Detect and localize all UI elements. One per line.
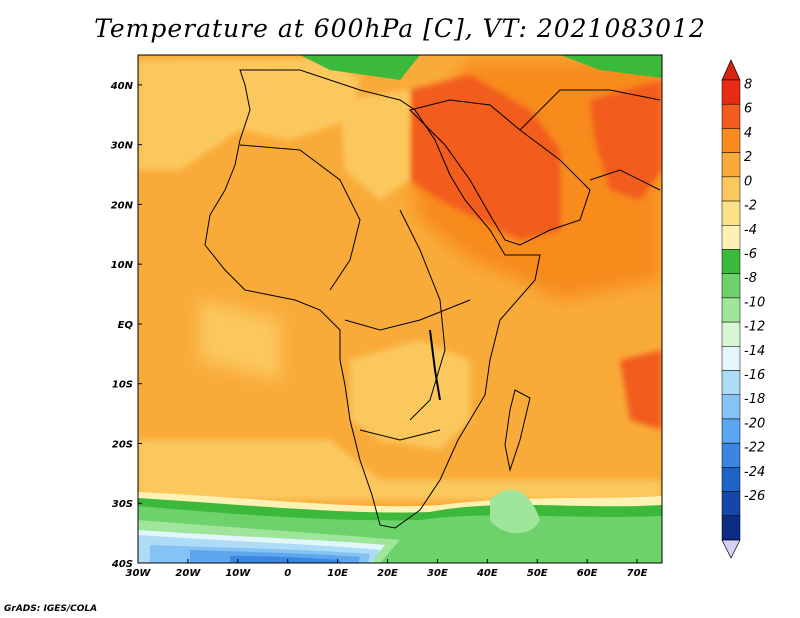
- x-tick-label: 20W: [175, 568, 201, 579]
- colorbar-swatch: [721, 225, 741, 250]
- colorbar-swatch: [721, 442, 741, 468]
- border-east-africa: [399, 209, 446, 421]
- colorbar-top-triangle: [721, 59, 741, 81]
- asia-coast: [519, 89, 661, 131]
- x-tick-label: 20E: [377, 568, 398, 579]
- colorbar-swatch: [721, 249, 741, 274]
- colorbar-swatch: [721, 79, 741, 105]
- border-sahara: [239, 144, 361, 291]
- colorbar-swatch: [721, 200, 741, 226]
- x-tick-label: 30E: [427, 568, 448, 579]
- y-axis: 40N 30N 20N 10N EQ 10S 20S 30S 40S: [110, 81, 142, 570]
- y-tick-label: 30N: [111, 141, 134, 152]
- colorbar-label: 8: [744, 78, 752, 93]
- credit-text: GrADS: IGES/COLA: [4, 604, 98, 614]
- colorbar-label: -10: [744, 295, 765, 310]
- india-coast: [589, 169, 661, 191]
- colorbar-swatch: [721, 103, 741, 129]
- colorbar-label: -22: [744, 441, 765, 456]
- field-band-asia: [560, 55, 662, 78]
- colorbar-label: -4: [744, 223, 757, 238]
- field-hot-indian-ocean: [620, 350, 662, 430]
- rift-lakes: [429, 329, 441, 401]
- x-tick-label: 0: [284, 568, 291, 579]
- y-tick-label: 20S: [112, 439, 133, 450]
- colorbar-label: -14: [744, 344, 765, 359]
- x-tick-label: 10E: [327, 568, 348, 579]
- colorbar-label: -24: [744, 465, 765, 480]
- temperature-field: [138, 55, 662, 563]
- y-tick-label: 10S: [112, 380, 133, 391]
- border-southern: [359, 429, 441, 441]
- field-hot-red-sea: [410, 75, 560, 240]
- colorbar-bottom-triangle: [721, 539, 741, 559]
- colorbar-swatch: [721, 491, 741, 517]
- x-tick-label: 60E: [577, 568, 598, 579]
- colorbar-label: -8: [744, 271, 757, 286]
- y-tick-label: 30S: [112, 499, 133, 510]
- x-tick-label: 40E: [476, 568, 498, 579]
- colorbar-swatch: [721, 321, 741, 347]
- colorbar-swatch: [721, 346, 741, 371]
- colorbar-swatch: [721, 176, 741, 202]
- x-tick-label: 70E: [627, 568, 648, 579]
- colorbar-swatch: [721, 467, 741, 492]
- y-tick-label: EQ: [118, 320, 134, 331]
- colorbar-label: 4: [744, 126, 752, 141]
- colorbar-swatch: [721, 128, 741, 153]
- y-tick-label: 40S: [111, 559, 133, 570]
- field-cold-pocket: [490, 489, 540, 534]
- y-tick-label: 10N: [111, 260, 134, 271]
- y-tick-label: 40N: [110, 81, 134, 92]
- madagascar-coast: [504, 389, 531, 472]
- colorbar-swatch: [721, 515, 741, 541]
- x-tick-label: 50E: [527, 568, 548, 579]
- colorbar-swatch: [721, 152, 741, 178]
- border-central: [344, 299, 471, 331]
- colorbar-label: 2: [744, 150, 752, 165]
- colorbar-label: -26: [744, 489, 765, 504]
- colorbar-swatch: [721, 273, 741, 299]
- field-hot-iran: [590, 80, 662, 200]
- africa-coast: [204, 69, 541, 529]
- colorbar-label: -16: [744, 368, 765, 383]
- arabia-coast: [409, 99, 591, 246]
- field-band-minus20: [230, 556, 340, 563]
- field-cool-south-band: [138, 440, 662, 500]
- colorbar: 8 6 4 2 0 -2 -4 -6 -8 -10 -12 -14 -16 -18 -20 -22 -24 -26: [721, 59, 765, 559]
- colorbar-label: 0: [744, 174, 752, 189]
- colorbar-label: -6: [744, 247, 757, 262]
- x-axis: 30W 20W 10W 0 10E 20E 30E 40E 50E 60E 70E: [126, 559, 648, 579]
- colorbar-swatch: [721, 394, 741, 420]
- colorbar-label: -18: [744, 392, 765, 407]
- field-cool-libya: [340, 90, 410, 200]
- y-tick-label: 20N: [111, 200, 134, 211]
- colorbar-swatch: [721, 418, 741, 444]
- colorbar-label: -12: [744, 320, 765, 335]
- plot-frame: [137, 54, 663, 564]
- map-title: Temperature at 600hPa [C], VT: 202108301…: [94, 14, 706, 43]
- coastlines: [204, 69, 661, 529]
- x-tick-label: 10W: [225, 568, 251, 579]
- colorbar-label: -2: [744, 199, 757, 214]
- colorbar-label: 6: [744, 102, 752, 117]
- colorbar-swatch: [721, 370, 741, 395]
- colorbar-swatch: [721, 297, 741, 323]
- colorbar-label: -20: [744, 416, 765, 431]
- x-tick-label: 30W: [126, 568, 152, 579]
- field-band-europe: [300, 55, 420, 80]
- field-cool-gulf: [200, 300, 280, 380]
